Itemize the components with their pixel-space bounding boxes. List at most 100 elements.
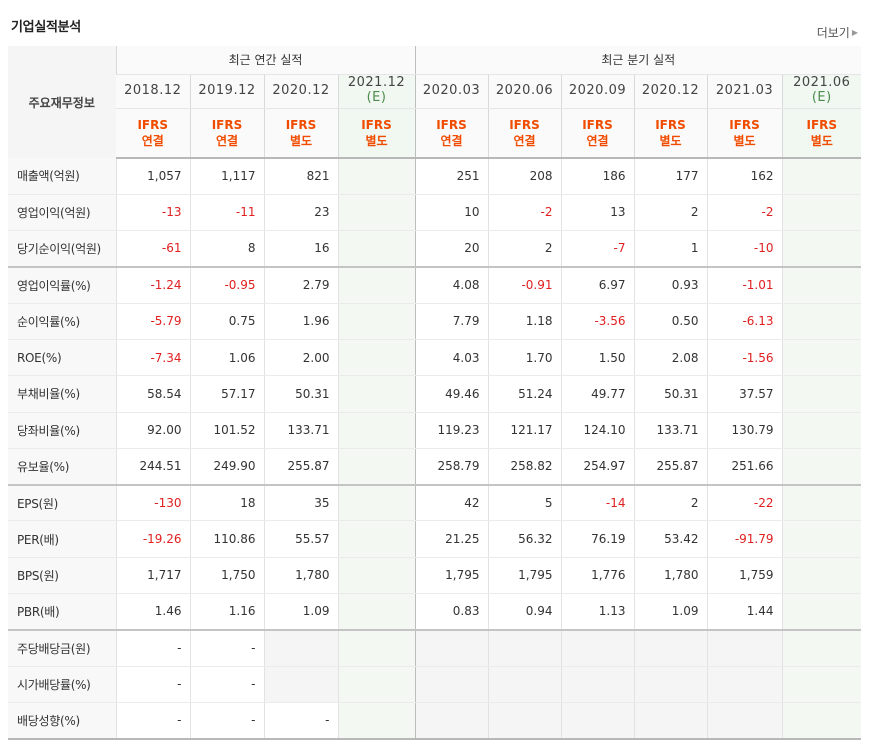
table-cell: 821 [263, 158, 338, 195]
table-cell: 1,117 [189, 158, 264, 195]
table-cell [560, 666, 634, 703]
table-cell [337, 412, 415, 449]
table-cell: 20 [414, 230, 488, 268]
ifrs-label: IFRS [211, 117, 243, 132]
table-cell: - [115, 666, 190, 703]
table-cell [706, 629, 782, 667]
table-cell: 133.71 [633, 412, 707, 449]
table-cell: -7 [560, 230, 634, 268]
table-cell: 0.83 [414, 593, 488, 631]
table-cell [781, 412, 862, 449]
table-cell: 42 [414, 484, 488, 522]
table-cell: 2.00 [263, 339, 338, 377]
table-cell: -91.79 [706, 520, 782, 558]
period-basis-6: IFRS 연결 [560, 108, 634, 159]
annual-header: 최근 연간 실적 [115, 46, 415, 75]
row-label: EPS(원) [8, 484, 116, 522]
table-cell: - [115, 702, 190, 740]
table-cell [337, 629, 415, 667]
table-cell: 0.93 [633, 266, 707, 304]
table-cell: 37.57 [706, 375, 782, 413]
table-cell: 119.23 [414, 412, 488, 449]
table-cell: -130 [115, 484, 190, 522]
table-cell: 1,750 [189, 557, 264, 595]
page-title: 기업실적분석 [11, 20, 81, 35]
table-cell: 121.17 [487, 412, 561, 449]
table-cell [706, 666, 782, 703]
table-cell: 1.46 [115, 593, 190, 631]
table-cell: - [263, 702, 338, 740]
period-date-6: 2020.09 [560, 74, 634, 109]
table-cell [337, 557, 415, 595]
table-cell [781, 593, 862, 631]
row-label: 부채비율(%) [8, 375, 116, 413]
table-cell [337, 520, 415, 558]
table-cell [337, 593, 415, 631]
table-cell [414, 666, 488, 703]
table-cell: 2.79 [263, 266, 338, 304]
table-row: 당좌비율(%) 92.00 101.52 133.71 119.23 121.17 124.… [8, 412, 862, 449]
table-cell [263, 629, 338, 667]
table-cell: 4.03 [414, 339, 488, 377]
table-cell: 1.09 [633, 593, 707, 631]
table-cell [781, 158, 862, 195]
table-cell: - [189, 629, 264, 667]
row-label: 순이익률(%) [8, 303, 116, 340]
table-cell [633, 666, 707, 703]
table-row: 시가배당률(%) - - [8, 666, 862, 703]
table-cell [781, 339, 862, 377]
ifrs-label: IFRS [806, 117, 838, 132]
table-cell: 2 [633, 484, 707, 522]
table-cell [487, 629, 561, 667]
table-cell: -0.91 [487, 266, 561, 304]
table-cell: 50.31 [263, 375, 338, 413]
period-date-text: 2020.03 [422, 82, 481, 98]
financial-summary-table: 주요재무정보 최근 연간 실적 최근 분기 실적 2018.12 2019.12 2… [8, 46, 862, 740]
table-row: BPS(원) 1,717 1,750 1,780 1,795 1,795 1,776 1,78… [8, 557, 862, 595]
row-label: 주당배당금(원) [8, 629, 116, 667]
table-row: ROE(%) -7.34 1.06 2.00 4.03 1.70 1.50 2.08 -1.56 [8, 339, 862, 377]
period-date-8: 2021.03 [706, 74, 782, 109]
table-cell: 4.08 [414, 266, 488, 304]
table-cell [781, 194, 862, 232]
consolidation-label: 연결 [440, 133, 463, 148]
table-cell: 258.79 [414, 448, 488, 486]
table-cell: 6.97 [560, 266, 634, 304]
table-cell: -5.79 [115, 303, 190, 340]
table-row: 당기순이익(억원) -61 8 16 20 2 -7 1 -10 [8, 230, 862, 268]
table-cell: -3.56 [560, 303, 634, 340]
table-cell [781, 702, 862, 740]
table-cell: 1.70 [487, 339, 561, 377]
table-cell: 0.94 [487, 593, 561, 631]
table-cell: 101.52 [189, 412, 264, 449]
table-cell: 244.51 [115, 448, 190, 486]
table-row: PER(배) -19.26 110.86 55.57 21.25 56.32 76.19 53… [8, 520, 862, 558]
ifrs-label: IFRS [285, 117, 317, 132]
table-cell: 2.08 [633, 339, 707, 377]
table-row: PBR(배) 1.46 1.16 1.09 0.83 0.94 1.13 1.09 1.44 [8, 593, 862, 631]
more-link[interactable]: 더보기 ▶ [817, 24, 858, 41]
table-cell [560, 629, 634, 667]
consolidation-label: 별도 [810, 133, 833, 148]
period-basis-9: IFRS 별도 [781, 108, 862, 159]
consolidation-label: 별도 [659, 133, 682, 148]
table-cell: 1,780 [263, 557, 338, 595]
more-label: 더보기 [816, 26, 850, 40]
table-cell: 1.96 [263, 303, 338, 340]
table-cell [337, 158, 415, 195]
table-cell [414, 702, 488, 740]
consolidation-label: 연결 [586, 133, 609, 148]
table-cell: 49.46 [414, 375, 488, 413]
period-date-text: 2021.06 [793, 75, 851, 91]
period-date-text: 2020.12 [272, 82, 330, 98]
quarter-header: 최근 분기 실적 [414, 46, 862, 75]
table-cell: -1.01 [706, 266, 782, 304]
consolidation-label: 연결 [513, 133, 536, 148]
period-basis-2: IFRS 별도 [263, 108, 338, 159]
table-cell [633, 702, 707, 740]
period-basis-1: IFRS 연결 [189, 108, 264, 159]
table-cell: 255.87 [263, 448, 338, 486]
table-cell [337, 702, 415, 740]
table-cell: 51.24 [487, 375, 561, 413]
row-label: 시가배당률(%) [8, 666, 116, 703]
